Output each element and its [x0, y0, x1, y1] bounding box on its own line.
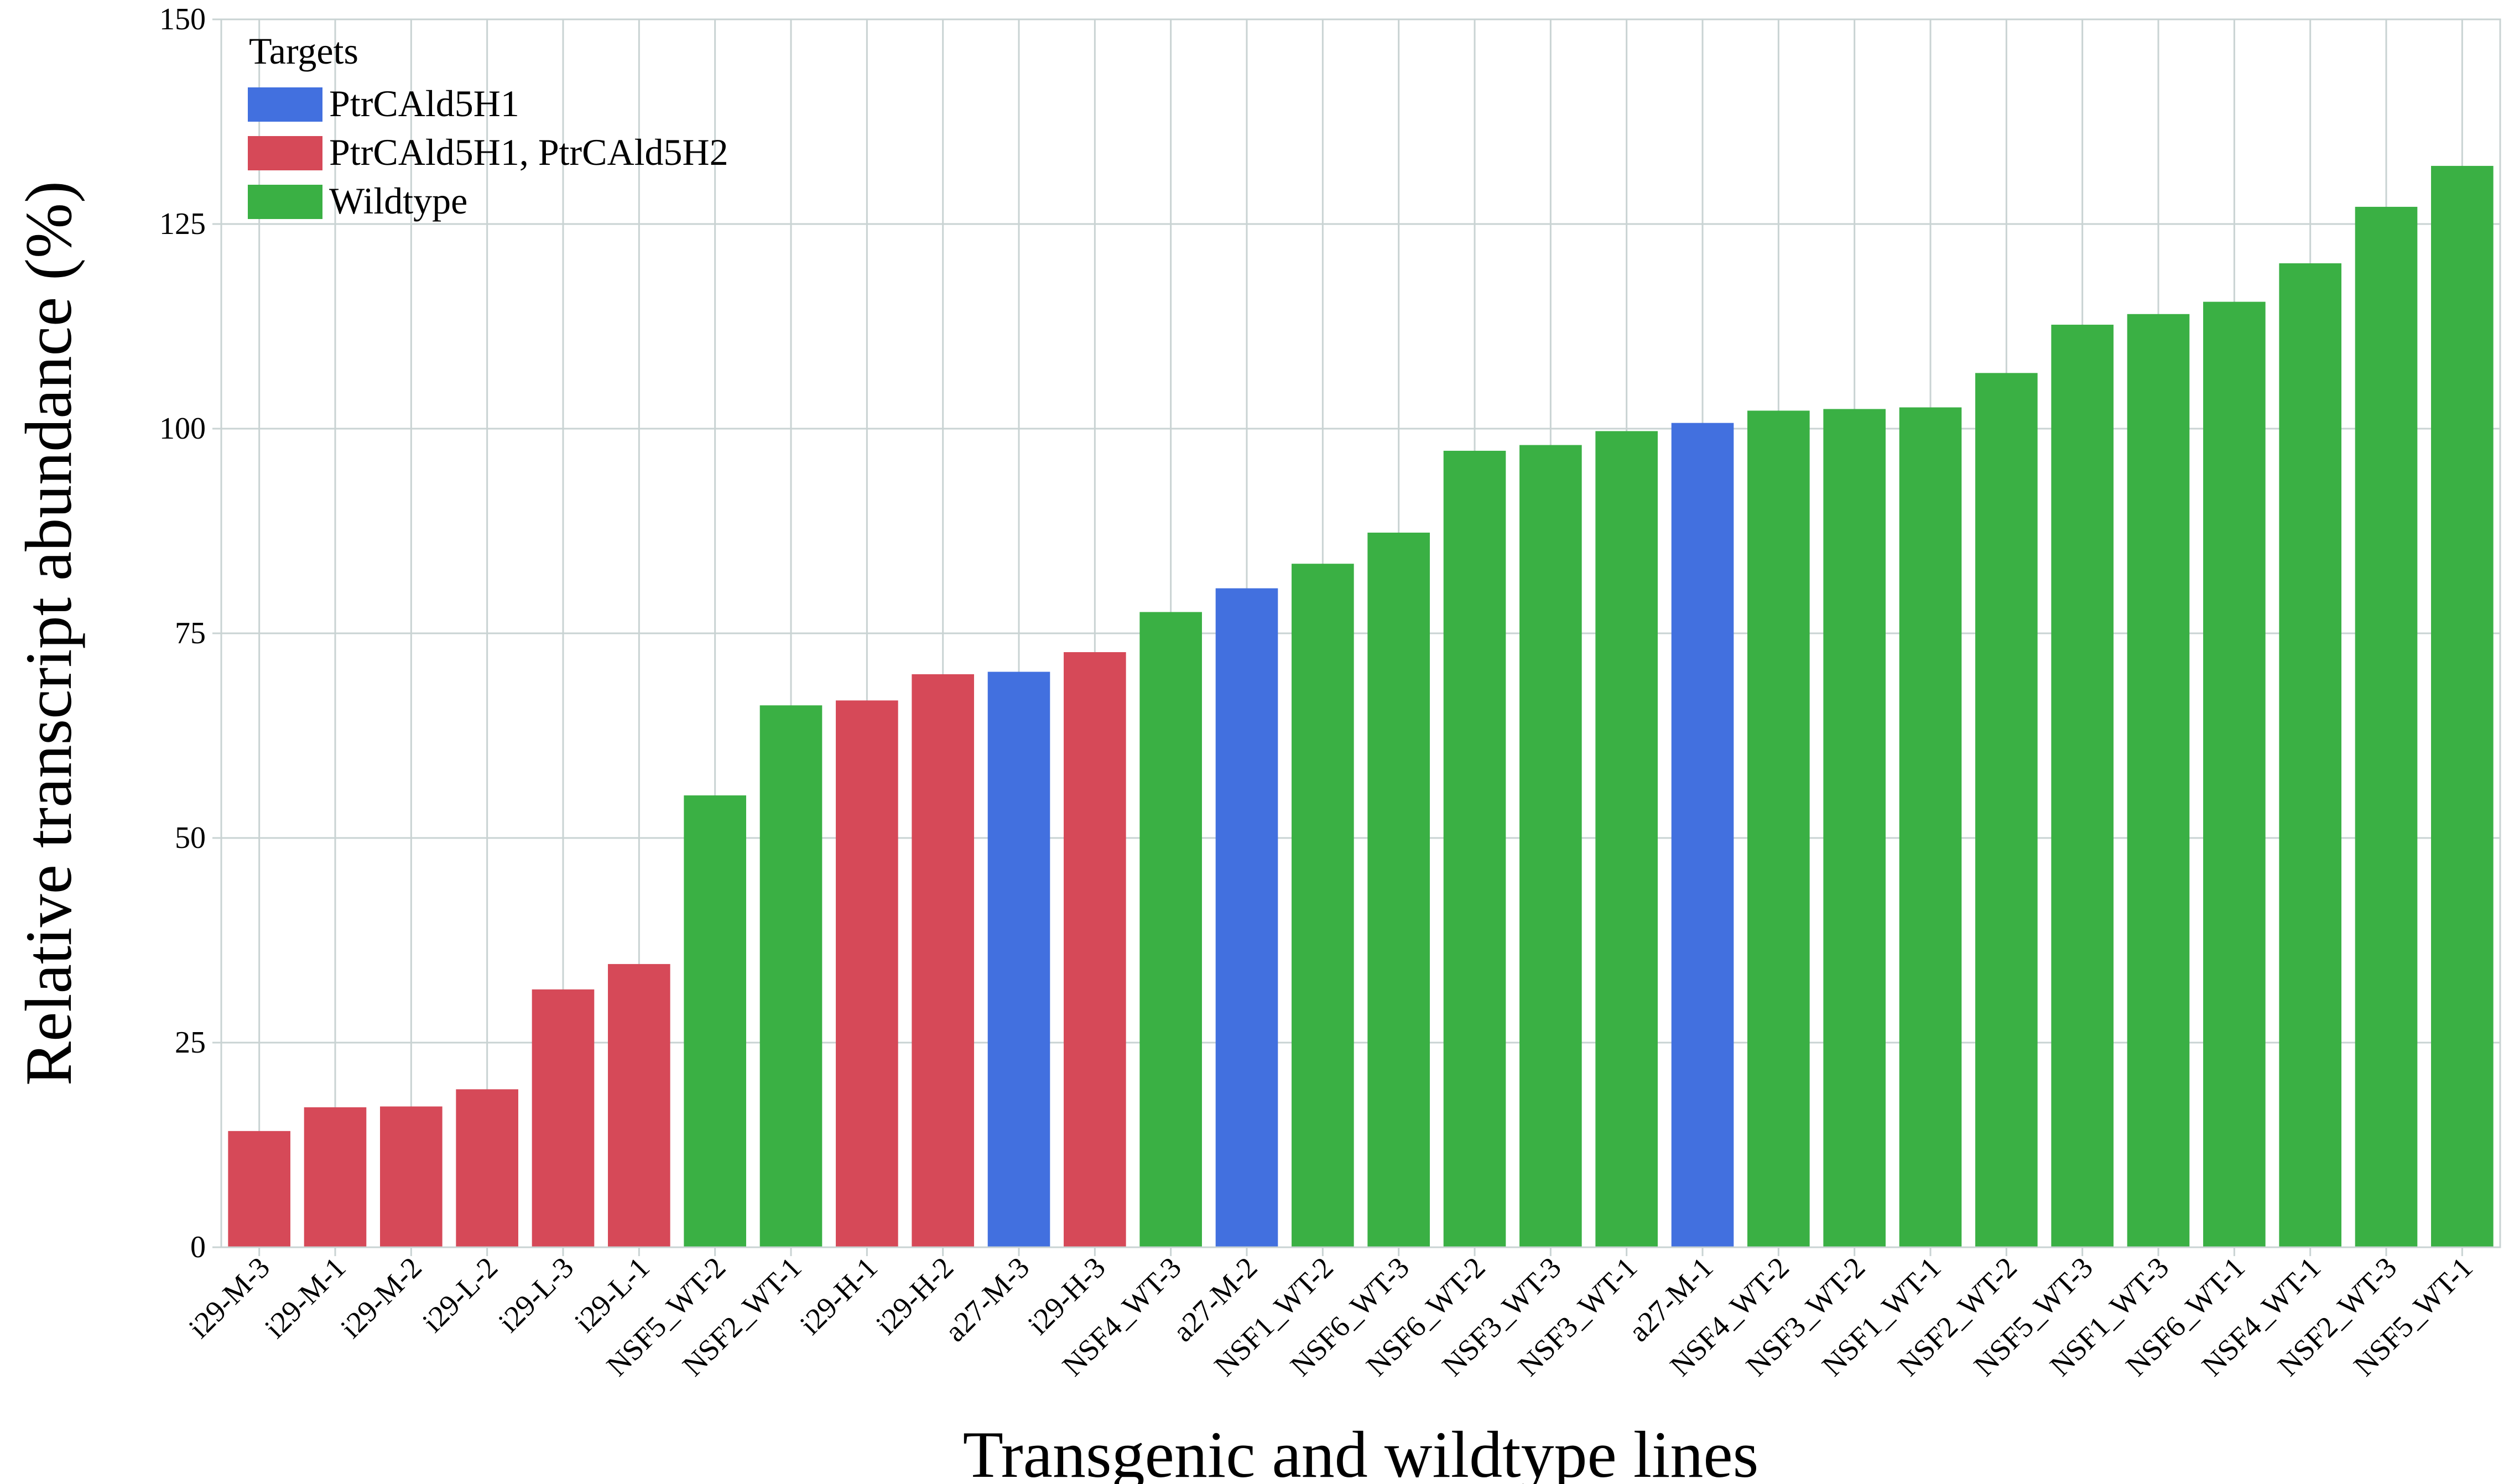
bar-NSF5_WT-2 [684, 795, 746, 1247]
y-tick-label: 100 [159, 412, 206, 446]
bar-i29-M-2 [380, 1106, 443, 1247]
bar-i29-H-3 [1064, 652, 1126, 1247]
bar-a27-M-3 [987, 671, 1050, 1247]
bar-NSF6_WT-2 [1443, 450, 1506, 1248]
y-tick-label: 150 [159, 2, 206, 37]
x-tick-label: i29-L-2 [416, 1251, 504, 1339]
bar-i29-M-3 [228, 1131, 290, 1247]
bar-NSF3_WT-2 [1823, 409, 1886, 1247]
legend-swatch [248, 136, 322, 170]
bar-i29-M-1 [304, 1107, 367, 1247]
bar-NSF3_WT-1 [1595, 431, 1658, 1248]
legend-label: PtrCAld5H1, PtrCAld5H2 [329, 131, 728, 173]
y-tick-label: 0 [190, 1230, 206, 1264]
x-tick-label: i29-L-3 [492, 1251, 580, 1339]
bar-NSF1_WT-2 [1292, 564, 1354, 1248]
bar-i29-L-2 [456, 1089, 518, 1247]
bar-NSF5_WT-3 [2051, 325, 2114, 1247]
bar-NSF2_WT-2 [1975, 373, 2038, 1247]
legend: Targets PtrCAld5H1 PtrCAld5H1, PtrCAld5H2… [248, 30, 728, 222]
legend-label: Wildtype [329, 180, 467, 222]
bar-NSF4_WT-2 [1747, 410, 1810, 1248]
legend-entries: PtrCAld5H1 PtrCAld5H1, PtrCAld5H2 Wildtype [248, 82, 728, 222]
bar-NSF1_WT-1 [1899, 407, 1962, 1247]
bar-NSF4_WT-1 [2279, 263, 2341, 1247]
legend-title: Targets [249, 30, 358, 72]
y-tick-label: 50 [175, 821, 206, 855]
bar-NSF1_WT-3 [2127, 314, 2190, 1247]
y-tick-label: 125 [159, 207, 206, 241]
bar-a27-M-2 [1215, 588, 1278, 1247]
bar-i29-H-2 [912, 674, 974, 1247]
bar-i29-L-1 [608, 964, 670, 1247]
bar-NSF2_WT-1 [759, 705, 823, 1247]
x-tick-label: i29-M-3 [182, 1251, 276, 1345]
bar-NSF6_WT-3 [1367, 532, 1430, 1248]
x-axis-ticks: i29-M-3i29-M-1i29-M-2i29-L-2i29-L-3i29-L… [182, 1247, 2479, 1382]
x-axis-label: Transgenic and wildtype lines [963, 1418, 1759, 1484]
x-tick-label: a27-M-3 [938, 1251, 1035, 1348]
bar-NSF5_WT-1 [2431, 165, 2494, 1247]
x-tick-label: i29-M-1 [258, 1251, 352, 1345]
bar-i29-H-1 [836, 700, 898, 1247]
x-tick-label: i29-H-1 [793, 1251, 883, 1341]
x-tick-label: i29-M-2 [334, 1251, 428, 1345]
y-axis-label: Relative transcript abundance (%) [12, 181, 85, 1086]
bar-i29-L-3 [532, 989, 595, 1247]
legend-label: PtrCAld5H1 [329, 82, 519, 124]
bar-NSF6_WT-1 [2203, 301, 2266, 1247]
bars [228, 165, 2494, 1248]
legend-swatch [248, 185, 322, 219]
bar-NSF2_WT-3 [2355, 206, 2418, 1247]
legend-swatch [248, 87, 322, 122]
y-tick-label: 25 [175, 1025, 206, 1060]
bar-NSF3_WT-3 [1519, 445, 1582, 1247]
bar-a27-M-1 [1671, 423, 1734, 1247]
y-tick-label: 75 [175, 616, 206, 650]
y-axis-ticks: 0 25 50 75 100 125 150 [159, 2, 221, 1264]
bar-NSF4_WT-3 [1139, 612, 1202, 1247]
